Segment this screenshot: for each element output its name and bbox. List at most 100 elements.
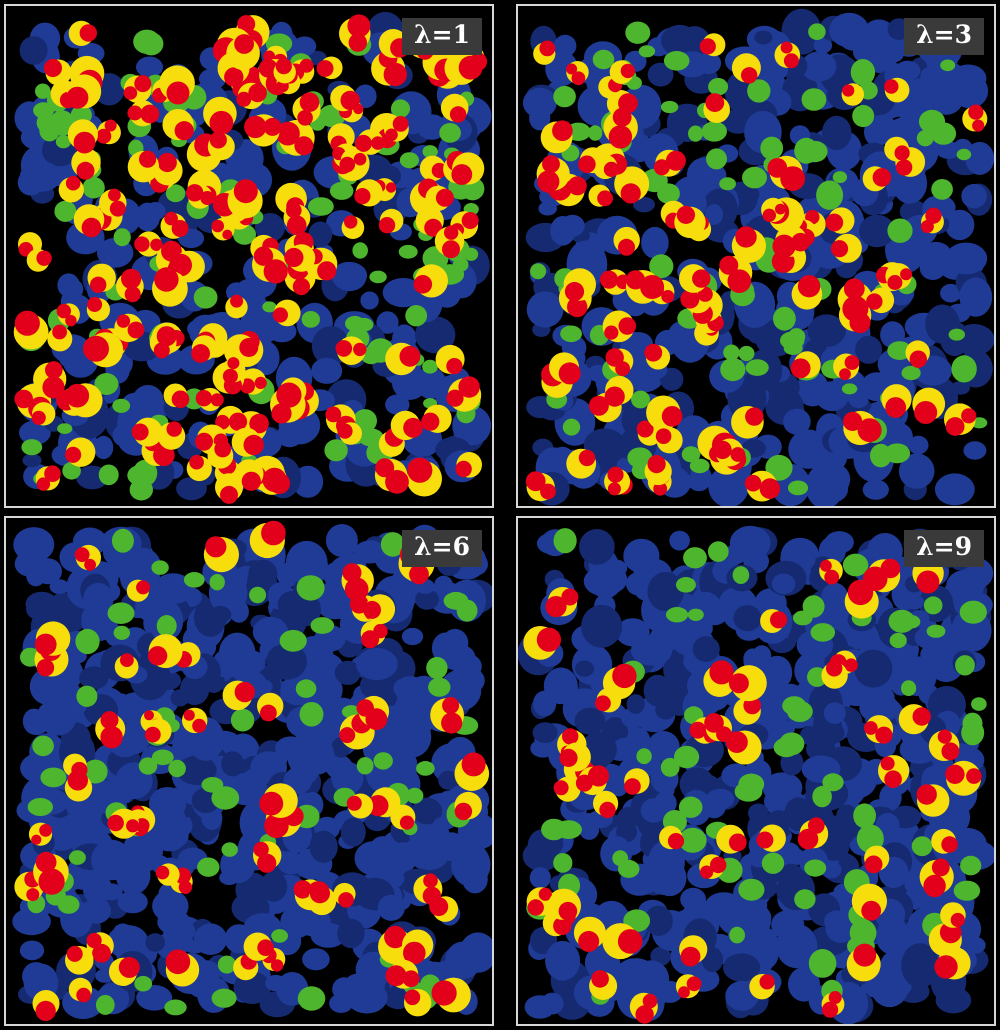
- red-sphere: [552, 120, 573, 141]
- red-sphere: [454, 802, 473, 821]
- red-sphere: [236, 91, 252, 107]
- red-sphere: [337, 423, 353, 439]
- red-sphere: [378, 217, 396, 234]
- panel-label: λ=9: [904, 530, 984, 567]
- green-blob: [923, 596, 943, 615]
- red-sphere: [686, 976, 702, 992]
- red-sphere: [536, 627, 561, 652]
- blue-blob: [22, 962, 50, 991]
- red-sphere: [153, 342, 170, 359]
- red-sphere: [558, 901, 578, 921]
- red-sphere: [914, 401, 938, 424]
- red-sphere: [108, 188, 121, 202]
- red-sphere: [880, 756, 895, 771]
- blue-blob: [266, 643, 307, 680]
- red-sphere: [558, 362, 581, 385]
- green-blob: [951, 355, 977, 383]
- red-sphere: [136, 580, 151, 595]
- green-blob: [112, 398, 131, 413]
- red-sphere: [599, 801, 616, 819]
- red-sphere: [636, 420, 654, 438]
- red-sphere: [545, 596, 567, 618]
- blue-blob: [149, 787, 187, 821]
- blue-blob: [961, 183, 987, 209]
- blue-blob: [136, 56, 163, 78]
- red-sphere: [154, 267, 179, 292]
- green-blob: [324, 439, 348, 462]
- blue-blob: [783, 408, 811, 435]
- red-sphere: [961, 408, 977, 424]
- blue-blob: [859, 693, 900, 723]
- blue-blob: [805, 463, 844, 506]
- green-blob: [82, 176, 105, 199]
- red-sphere: [156, 326, 177, 347]
- red-sphere: [655, 428, 672, 445]
- red-sphere: [166, 421, 182, 437]
- red-sphere: [14, 389, 33, 409]
- red-sphere: [843, 411, 863, 431]
- red-sphere: [667, 833, 685, 850]
- green-blob: [812, 785, 832, 808]
- red-sphere: [342, 563, 362, 583]
- red-sphere: [348, 33, 367, 52]
- red-sphere: [260, 704, 277, 722]
- red-sphere: [76, 161, 95, 180]
- red-sphere: [689, 721, 707, 739]
- green-blob: [931, 179, 953, 200]
- green-blob: [133, 29, 161, 54]
- red-sphere: [575, 774, 593, 792]
- red-sphere: [347, 14, 371, 38]
- green-blob: [663, 51, 690, 71]
- red-sphere: [941, 836, 958, 853]
- red-sphere: [81, 217, 102, 238]
- red-sphere: [373, 623, 388, 639]
- red-sphere: [709, 660, 734, 685]
- green-blob: [832, 171, 848, 184]
- red-sphere: [263, 117, 282, 136]
- red-sphere: [293, 880, 312, 899]
- red-sphere: [339, 156, 356, 173]
- red-sphere: [134, 236, 150, 252]
- red-sphere: [294, 136, 314, 156]
- blue-blob: [936, 141, 961, 159]
- red-sphere: [880, 558, 901, 579]
- green-blob: [54, 200, 77, 222]
- green-blob: [134, 975, 153, 992]
- green-blob: [422, 145, 438, 159]
- blue-blob: [433, 816, 453, 831]
- red-sphere: [644, 343, 663, 362]
- red-sphere: [966, 768, 982, 784]
- red-sphere: [844, 355, 860, 370]
- red-sphere: [31, 834, 42, 845]
- red-sphere: [166, 81, 190, 105]
- blue-blob: [106, 925, 149, 959]
- red-sphere: [642, 993, 658, 1009]
- red-sphere: [564, 282, 585, 302]
- red-sphere: [604, 325, 619, 340]
- green-blob: [373, 752, 393, 770]
- red-sphere: [239, 338, 259, 357]
- green-blob: [32, 735, 54, 757]
- red-sphere: [339, 727, 356, 744]
- red-sphere: [661, 290, 675, 303]
- red-sphere: [200, 191, 215, 205]
- red-sphere: [189, 454, 204, 470]
- red-sphere: [195, 390, 213, 407]
- red-sphere: [676, 205, 695, 224]
- blue-blob: [93, 435, 114, 460]
- blue-blob: [829, 12, 869, 48]
- red-sphere: [100, 711, 119, 730]
- red-sphere: [392, 116, 409, 132]
- red-sphere: [578, 930, 600, 952]
- blue-blob: [812, 721, 845, 745]
- red-sphere: [191, 344, 211, 363]
- red-sphere: [699, 38, 716, 55]
- red-sphere: [728, 833, 747, 852]
- red-sphere: [404, 989, 421, 1006]
- red-sphere: [923, 874, 946, 898]
- green-blob: [683, 547, 707, 569]
- blue-blob: [575, 660, 595, 677]
- blue-blob: [965, 141, 994, 175]
- red-sphere: [950, 912, 965, 928]
